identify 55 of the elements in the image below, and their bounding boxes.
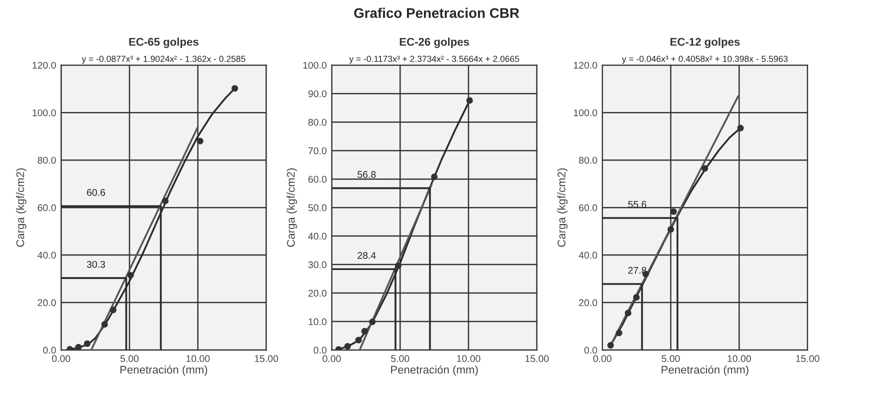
annotation: 55.6 (628, 200, 646, 208)
chart-title: EC-65 golpes (129, 38, 198, 48)
y-tick-label: 90.0 (308, 90, 326, 98)
annotation: 28.4 (358, 252, 376, 259)
annotation: 30.3 (86, 260, 106, 268)
y-tick-label: 0.0 (43, 346, 56, 354)
y-tick-label: 40.0 (578, 252, 598, 259)
y-tick-label: 100.0 (574, 109, 598, 116)
y-tick-label: 20.0 (579, 299, 598, 306)
y-tick-label: 10.0 (308, 318, 326, 326)
y-tick-label: 120.0 (32, 62, 56, 69)
x-tick-label: 15.00 (254, 355, 278, 362)
text: y = -0.1173x³ + 2.3734x² - 3.5664x + 2.0665 (349, 56, 520, 64)
x-tick-label: 0.00 (52, 355, 70, 362)
y-tick-label: 100.0 (303, 62, 326, 69)
y-tick-label: 40.0 (38, 252, 56, 259)
x-tick-label: 10.00 (457, 355, 480, 362)
y-tick-label: 100.0 (32, 109, 56, 116)
text: Grafico Penetracion CBR (354, 8, 520, 18)
y-tick-label: 50.0 (308, 204, 326, 212)
x-tick-label: 10.00 (728, 355, 751, 362)
x-axis-title: Penetración (mm) (120, 365, 208, 376)
y-tick-label: 80.0 (579, 156, 598, 164)
y-tick-label: 60.0 (579, 204, 598, 212)
x-axis-title: Penetración (mm) (391, 365, 478, 376)
y-tick-label: 20.0 (38, 299, 56, 306)
y-tick-label: 70.0 (308, 147, 326, 154)
y-tick-label: 120.0 (574, 62, 598, 69)
text: y = -0.046x³ + 0.4058x² + 10.398x - 5.5963 (622, 56, 788, 64)
y-tick-label: 0.0 (314, 346, 326, 354)
x-tick-label: 0.00 (322, 355, 341, 362)
x-tick-label: 5.00 (391, 355, 410, 362)
x-tick-label: 10.00 (186, 355, 210, 362)
y-tick-label: 20.0 (308, 290, 326, 297)
y-tick-label: 0.0 (584, 346, 598, 354)
annotation: 60.6 (87, 189, 106, 196)
chart-title: EC-26 golpes (400, 38, 470, 48)
y-axis-title: Carga (kgf/cm2) (286, 168, 297, 247)
x-tick-label: 5.00 (662, 355, 680, 362)
y-axis-title: Carga (kgf/cm2) (16, 168, 26, 247)
y-tick-label: 80.0 (38, 156, 56, 164)
x-axis-title: Penetración (mm) (662, 365, 748, 376)
x-tick-label: 15.00 (525, 355, 549, 362)
annotation: 56.8 (358, 171, 376, 178)
y-tick-label: 60.0 (38, 204, 56, 212)
chart-title: EC-12 golpes (670, 38, 740, 48)
x-tick-label: 5.00 (120, 355, 139, 362)
y-tick-label: 80.0 (308, 118, 326, 126)
y-axis-title: Carga (kgf/cm2) (557, 168, 568, 247)
text: y = -0.0877x³ + 1.9024x² - 1.362x - 0.2585 (82, 56, 246, 64)
y-tick-label: 30.0 (308, 261, 326, 268)
x-tick-label: 15.00 (796, 355, 820, 362)
y-tick-label: 40.0 (308, 232, 326, 240)
x-tick-label: 0.00 (593, 355, 612, 362)
y-tick-label: 60.0 (308, 176, 326, 183)
